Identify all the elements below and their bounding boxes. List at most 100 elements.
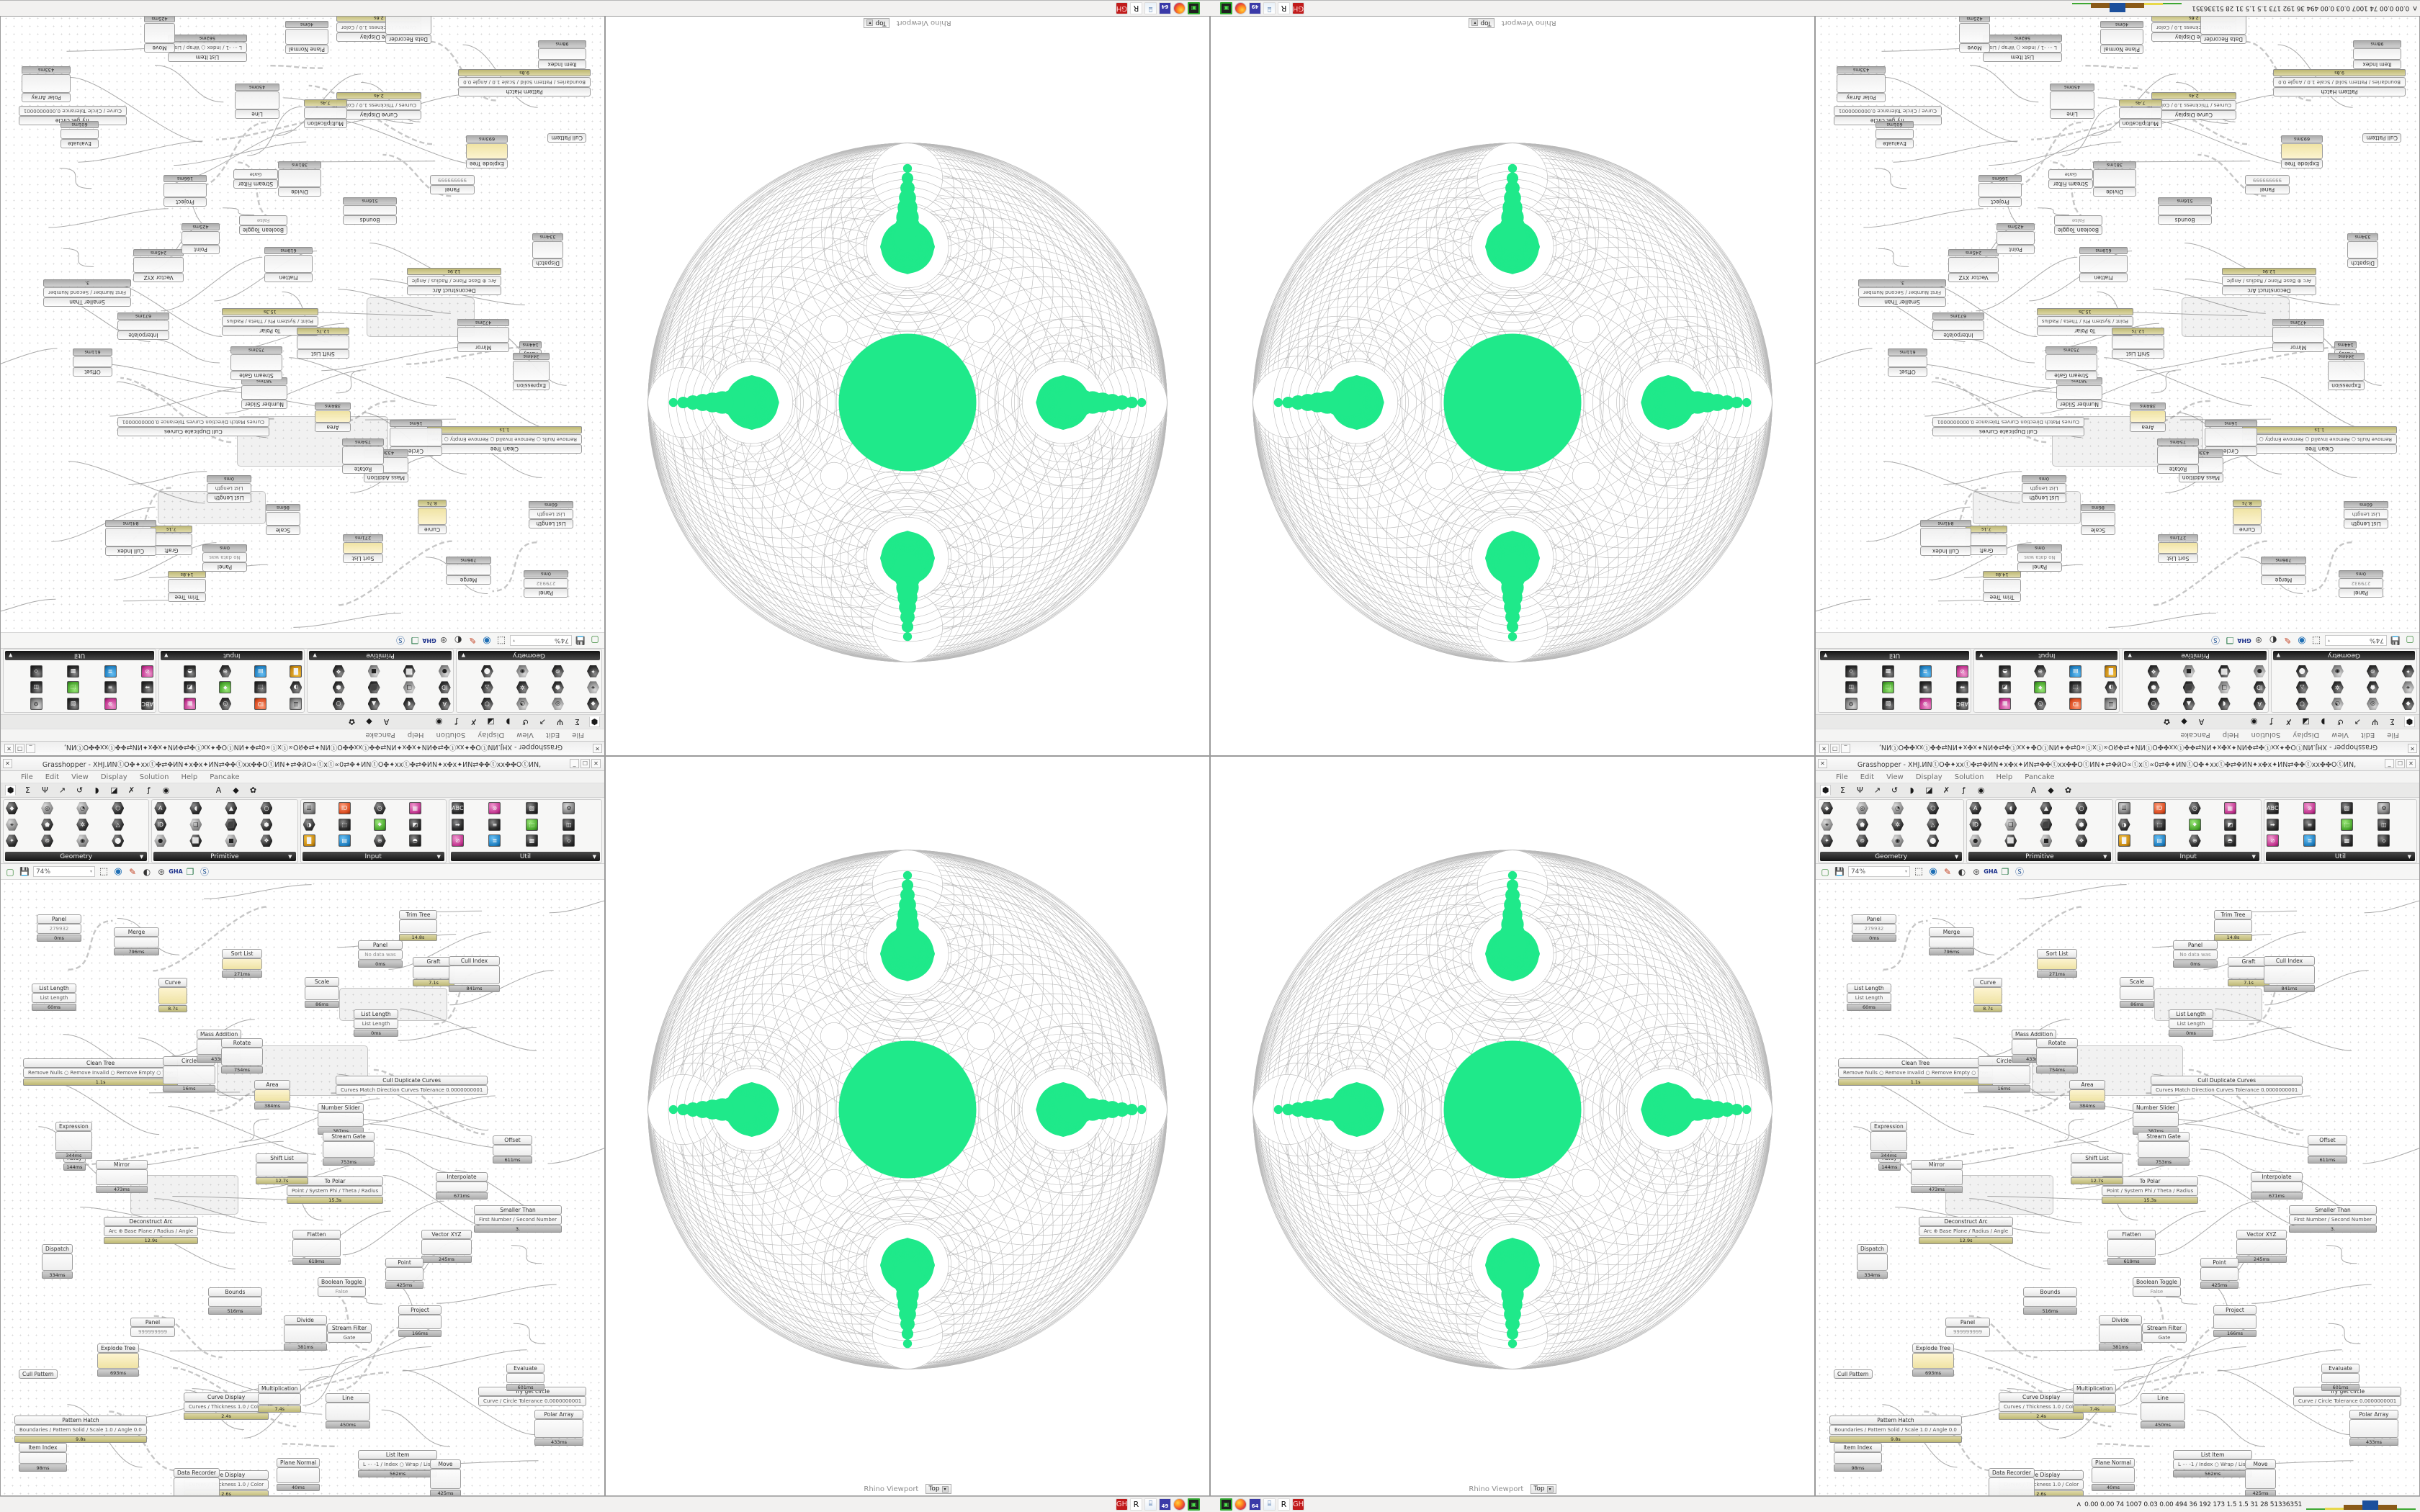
tab-mesh[interactable]: ◪ <box>487 717 495 726</box>
gh-component[interactable]: Divide 381ms <box>2099 1315 2142 1351</box>
ribbon-component-icon[interactable]: ➡ <box>141 681 154 694</box>
gh-component-body[interactable] <box>114 937 159 948</box>
tab-curve[interactable]: ↺ <box>76 786 84 795</box>
ribbon-group-primitive[interactable]: A ID ● ◖ ❑ ⬜ ▲ ⬛ ■ ○ ⬢ ❖ Primitive ▼ <box>307 649 454 713</box>
ribbon-component-icon[interactable]: A <box>1969 802 1982 814</box>
quadrant-bottom-right[interactable]: ✕ Grasshopper - XHJ.ИNⓣO✤✦xxⓣ✤⇄✥ИN✦x✤x✦ИN… <box>1815 756 2420 1496</box>
tab-params[interactable]: ⬢ <box>1820 785 1831 796</box>
ribbon-component-icon[interactable]: ✦ <box>587 665 599 678</box>
gh-component[interactable]: Deconstruct Arc Arc ⊕ Base Plane / Radius… <box>1919 1217 2014 1244</box>
gh-component-body[interactable] <box>1989 1477 2035 1495</box>
ribbon-component-icon[interactable]: ❑ <box>2004 818 2017 831</box>
gh-component-body[interactable] <box>2158 205 2212 215</box>
gh-component-body[interactable]: No data was <box>358 950 403 960</box>
gh-component[interactable]: Plane Normal 40ms <box>277 1458 321 1491</box>
ribbon-component-icon[interactable]: ⬚ <box>338 818 351 831</box>
gh-component[interactable]: Flatten 619ms <box>2107 1230 2156 1265</box>
ribbon-tab-strip[interactable]: ⬢ Σ Ψ ↗ ↺ ◗ ◪ ✗ ƒ ◉ A ◆ ✿ <box>1 714 604 729</box>
ribbon-component-icon[interactable]: ❖ <box>260 834 273 847</box>
gh-component[interactable]: Project 166ms <box>2213 1305 2257 1337</box>
gh-component-body[interactable]: Curves / Thickness 1.0 / Color <box>2151 100 2236 110</box>
gh-component[interactable]: List Length List Length 0ms <box>2022 475 2066 503</box>
gh-component-body[interactable]: Point / System Phi / Theta / Radius <box>2102 1186 2199 1196</box>
ribbon-component-icon[interactable]: ❑ <box>2218 681 2231 693</box>
ribbon-component-icon[interactable]: ⊚ <box>1856 834 1869 847</box>
ribbon-component-icon[interactable]: ≣ <box>2303 834 2316 847</box>
gh-component[interactable]: Stream Gate 753ms <box>323 1132 375 1166</box>
profiler-icon[interactable]: ◐ <box>143 866 151 877</box>
gh-component-body[interactable] <box>2099 1325 2142 1343</box>
gh-component[interactable]: Clean Tree Remove Nulls ○ Remove Invalid … <box>1838 1058 1994 1086</box>
gh-component[interactable]: Merge 796ms <box>446 557 491 585</box>
ribbon-panels[interactable]: ◆ ⚭ ✦ ◎ ⬟ ⊚ ◔ ✲ ◉ ⬡ △ ⬤ Geometry ▼ A ID ● ◖ ❑ ⬜ ▲ ⬛ ■ ○ ⬢ ❖ Primit… <box>1 798 604 863</box>
gh-component[interactable]: Panel No data was 0ms <box>202 544 247 572</box>
ribbon-component-icon[interactable]: ○ <box>2148 698 2160 710</box>
gh-component[interactable]: Polar Array 433ms <box>1837 66 1886 102</box>
gh-component[interactable]: Cull Duplicate Curves Curves Match Direct… <box>2151 1076 2303 1095</box>
gh-component[interactable]: Number Slider 387ms <box>2056 377 2102 409</box>
ribbon-component-icon[interactable]: ABC <box>1956 698 1969 710</box>
ribbon-component-icon[interactable]: ■ <box>2183 665 2195 678</box>
gh-component[interactable]: Cull Duplicate Curves Curves Match Direct… <box>117 417 269 436</box>
gh-component-body[interactable] <box>2093 169 2136 187</box>
gh-component-body[interactable] <box>2245 1469 2276 1489</box>
ribbon-component-icon[interactable]: ⚭ <box>1821 818 1833 831</box>
gh-component[interactable]: Panel 279932 0ms <box>37 914 81 942</box>
gh-component[interactable]: Panel No data was 0ms <box>2173 940 2218 968</box>
gh-component[interactable]: Boolean Toggle False <box>239 215 287 235</box>
gh-component-body[interactable] <box>385 1267 424 1281</box>
ribbon-component-icon[interactable]: ■ <box>368 665 380 678</box>
firefox-icon[interactable] <box>1234 2 1247 14</box>
gh-component[interactable]: Dispatch 334ms <box>42 1244 73 1279</box>
gh-component-body[interactable] <box>1912 1353 1954 1369</box>
ribbon-component-icon[interactable]: ⚙ <box>2378 802 2390 814</box>
ribbon-group-util[interactable]: ABC ➡ ⊘ ⊗ ≡ ≣ ▧ ⬚ ▩ ⚙ ◫ ⬦ Util ▼ <box>448 799 602 863</box>
gh-component[interactable]: Point 425ms <box>385 1258 424 1289</box>
gh-component[interactable]: Curve 8.7s <box>158 978 187 1012</box>
ribbon-component-icon[interactable]: ▲ <box>225 802 238 814</box>
gh-component-body[interactable] <box>97 1353 139 1369</box>
gh-component-body[interactable]: Arc ⊕ Base Plane / Radius / Angle <box>406 276 501 286</box>
gh-component[interactable]: Sort List 271ms <box>2037 949 2077 978</box>
ribbon-component-icon[interactable]: △ <box>1927 818 1940 831</box>
gh-component[interactable]: Pattern Hatch Boundaries / Pattern Solid … <box>458 69 591 96</box>
cluster-icon[interactable]: ⊛ <box>439 635 448 646</box>
gh-component[interactable]: Multiplication 7.4s <box>303 99 347 128</box>
gh-component[interactable]: Pattern Hatch Boundaries / Pattern Solid … <box>2273 69 2406 96</box>
gh-component-body[interactable] <box>2251 1182 2303 1192</box>
gh-component[interactable]: Stream Filter Gate <box>2048 169 2093 189</box>
chevron-down-icon[interactable]: ▾ <box>2328 638 2331 643</box>
chevron-down-icon[interactable]: ▼ <box>2128 652 2132 659</box>
gh-component[interactable]: Divide 381ms <box>2093 161 2136 197</box>
ribbon-component-icon[interactable]: ➡ <box>451 818 464 831</box>
tab-spacer[interactable] <box>1993 785 2022 796</box>
bake-icon[interactable]: ✎ <box>1943 866 1952 877</box>
gh-component-body[interactable] <box>1973 987 2002 1004</box>
close-icon[interactable]: ✕ <box>1818 759 1827 768</box>
view-selector[interactable]: Top ▾ <box>1469 18 1494 28</box>
gh-component[interactable]: Curve Display Curves / Thickness 1.0 / Co… <box>2151 92 2236 120</box>
gh-component-body[interactable]: Remove Nulls ○ Remove Invalid ○ Remove E… <box>23 1068 179 1078</box>
chevron-down-icon[interactable]: ▼ <box>2407 853 2411 860</box>
gh-component-body[interactable]: Arc ⊕ Base Plane / Radius / Angle <box>1919 1226 2014 1236</box>
zoom-level-input[interactable]: 74% ▾ <box>1848 866 1910 877</box>
gh-component[interactable]: Item Index 98ms <box>19 1443 67 1472</box>
tab-kangaroo[interactable]: ◆ <box>366 717 372 726</box>
gh-component[interactable]: Panel 279932 0ms <box>1852 914 1896 942</box>
gh-component-body[interactable]: Gate <box>233 169 278 179</box>
menu-item-edit[interactable]: Edit <box>45 773 60 781</box>
menu-item-view[interactable]: View <box>71 773 89 781</box>
gh-component-body[interactable] <box>292 1239 341 1257</box>
close-button[interactable]: ✕ <box>2406 759 2416 768</box>
gh-component-body[interactable]: L ⋯ -1 / Index ○ Wrap / List <box>1982 42 2062 53</box>
gh-component-body[interactable] <box>2120 986 2154 1000</box>
gh-component-body[interactable] <box>430 1469 461 1489</box>
menu-bar[interactable]: File Edit View Display Solution Help Pancake <box>1 771 604 783</box>
gh-component-body[interactable]: Curves Match Direction Curves Tolerance … <box>1932 417 2084 427</box>
gh-component[interactable]: Expression 344ms <box>2328 353 2365 390</box>
close-icon[interactable]: ✕ <box>593 744 602 753</box>
menu-item-solution[interactable]: Solution <box>2251 731 2281 739</box>
gh-component-body[interactable]: List Length <box>2344 509 2388 519</box>
gh-component-body[interactable] <box>278 169 321 187</box>
gh-component-body[interactable] <box>446 564 491 575</box>
